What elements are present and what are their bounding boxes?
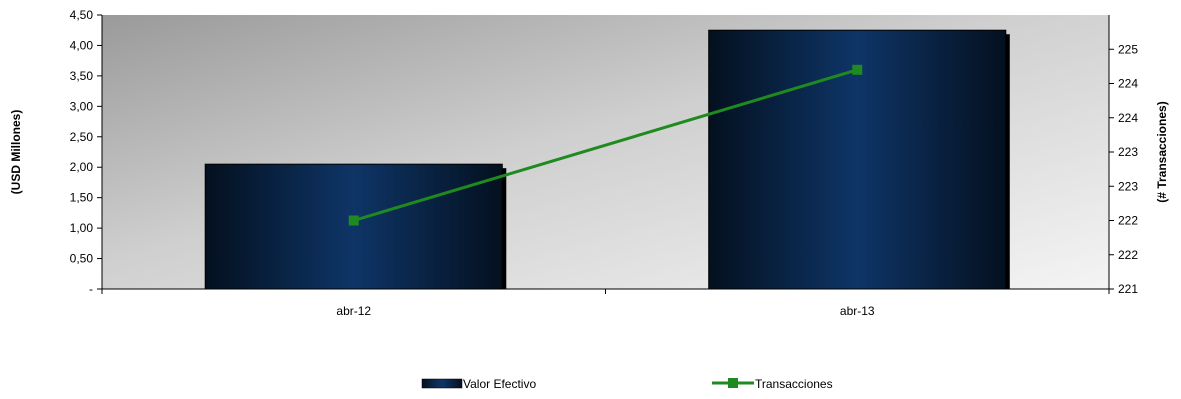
y-right-tick-label: 223 <box>1118 145 1138 159</box>
line-point <box>348 215 359 226</box>
y-tick-label: 4,00 <box>70 38 94 52</box>
legend-label-transacciones: Transacciones <box>755 377 833 391</box>
legend: Valor Efectivo Transacciones <box>421 377 833 391</box>
y-right-tick-label: 224 <box>1118 111 1138 125</box>
y-right-tick-label: 225 <box>1118 42 1138 56</box>
y-tick-label: 3,00 <box>70 99 94 113</box>
y-right-tick-label: 221 <box>1118 282 1138 296</box>
legend-item-valor-efectivo: Valor Efectivo <box>421 377 536 391</box>
y-tick-label: 4,50 <box>70 8 94 22</box>
x-tick-label: abr-13 <box>840 304 875 318</box>
y-tick-label: 3,50 <box>70 69 94 83</box>
y-right-tick-label: 223 <box>1118 179 1138 193</box>
legend-item-transacciones: Transacciones <box>712 377 833 391</box>
line-layer <box>348 64 863 226</box>
y-tick-label: 2,00 <box>70 160 94 174</box>
y-tick-label: 2,50 <box>70 130 94 144</box>
series-line <box>353 68 858 222</box>
y-axis-label-right: (# Transacciones) <box>1155 101 1169 202</box>
y-tick-label: 1,50 <box>70 191 94 205</box>
left-axis-ticks: - 0,50 1,00 1,50 2,00 2,50 3,00 3,50 4,00 4,50 <box>70 8 102 296</box>
y-axis-label: (USD Millones) <box>9 110 23 195</box>
y-right-tick-label: 222 <box>1118 214 1138 228</box>
right-axis-ticks: 221 222 222 223 223 224 224 225 <box>1109 42 1138 296</box>
legend-label-valor-efectivo: Valor Efectivo <box>463 377 536 391</box>
y-right-tick-label: 224 <box>1118 77 1138 91</box>
x-tick-label: abr-12 <box>336 304 371 318</box>
y-tick-label: - <box>89 282 93 296</box>
y-right-tick-label: 222 <box>1118 248 1138 262</box>
y-tick-label: 0,50 <box>70 252 94 266</box>
legend-bar-swatch <box>421 378 463 389</box>
bar <box>204 163 503 290</box>
y-tick-label: 1,00 <box>70 221 94 235</box>
legend-square-marker <box>728 378 738 388</box>
x-axis-ticks: abr-12 abr-13 <box>101 289 1110 318</box>
line-point <box>852 64 863 75</box>
